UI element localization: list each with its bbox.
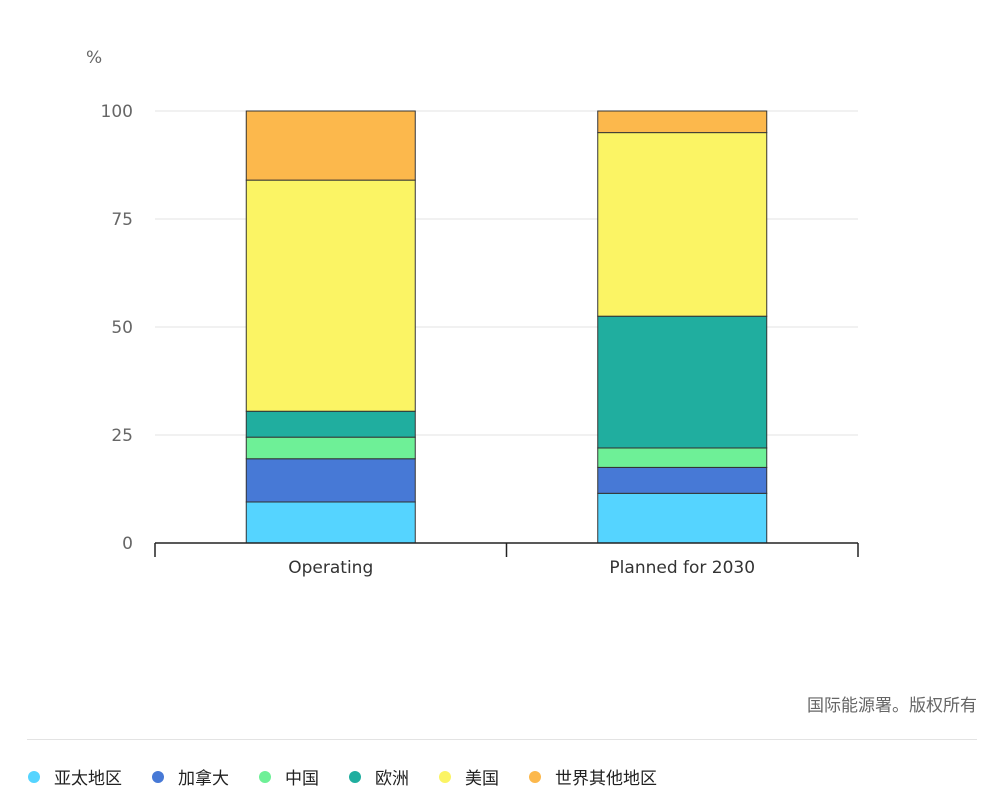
bar-segment: [597, 447, 768, 468]
copyright-note: 国际能源署。版权所有: [807, 696, 977, 716]
legend-item[interactable]: 加拿大: [152, 764, 229, 789]
legend-label: 亚太地区: [54, 769, 122, 789]
legend-swatch: [439, 770, 451, 783]
x-axis: [154, 542, 859, 557]
legend-item[interactable]: 中国: [259, 764, 319, 789]
bar-segment: [245, 501, 416, 544]
y-tick-label: 50: [111, 318, 133, 338]
y-unit-label: %: [86, 48, 102, 68]
bar-segment: [245, 436, 416, 460]
legend-label: 世界其他地区: [555, 769, 657, 789]
legend-item[interactable]: 亚太地区: [28, 764, 122, 789]
legend-swatch: [259, 770, 271, 783]
bar-segment: [597, 466, 768, 494]
bar-segment: [597, 110, 768, 134]
bar-segment: [245, 110, 416, 181]
legend-item[interactable]: 欧洲: [349, 764, 409, 789]
bar-segment: [245, 410, 416, 438]
x-category-label: Operating: [288, 558, 373, 578]
bar-segment: [597, 492, 768, 544]
legend-label: 加拿大: [178, 769, 229, 789]
bar-segment: [597, 132, 768, 317]
legend-divider: [27, 739, 977, 740]
legend-label: 中国: [285, 769, 319, 789]
x-category-label: Planned for 2030: [609, 558, 755, 578]
legend-label: 欧洲: [375, 769, 409, 789]
y-tick-label: 100: [101, 102, 133, 122]
y-tick-label: 0: [122, 534, 133, 554]
legend: 亚太地区 加拿大 中国 欧洲 美国 世界其他地区: [28, 764, 687, 789]
legend-item[interactable]: 美国: [439, 764, 499, 789]
stacked-bar-chart: % 0 25 50 75 100 Operating Planned for 2030: [86, 48, 859, 578]
legend-swatch: [152, 770, 164, 783]
legend-swatch: [28, 770, 40, 783]
bars-layer: Operating Planned for 2030: [245, 110, 768, 578]
bar-segment: [597, 315, 768, 449]
bar-segment: [245, 458, 416, 503]
y-tick-label: 75: [111, 210, 133, 230]
bar-segment: [245, 179, 416, 412]
legend-label: 美国: [465, 769, 499, 789]
legend-item[interactable]: 世界其他地区: [529, 764, 657, 789]
legend-swatch: [529, 770, 541, 783]
legend-swatch: [349, 770, 361, 783]
y-tick-label: 25: [111, 426, 133, 446]
